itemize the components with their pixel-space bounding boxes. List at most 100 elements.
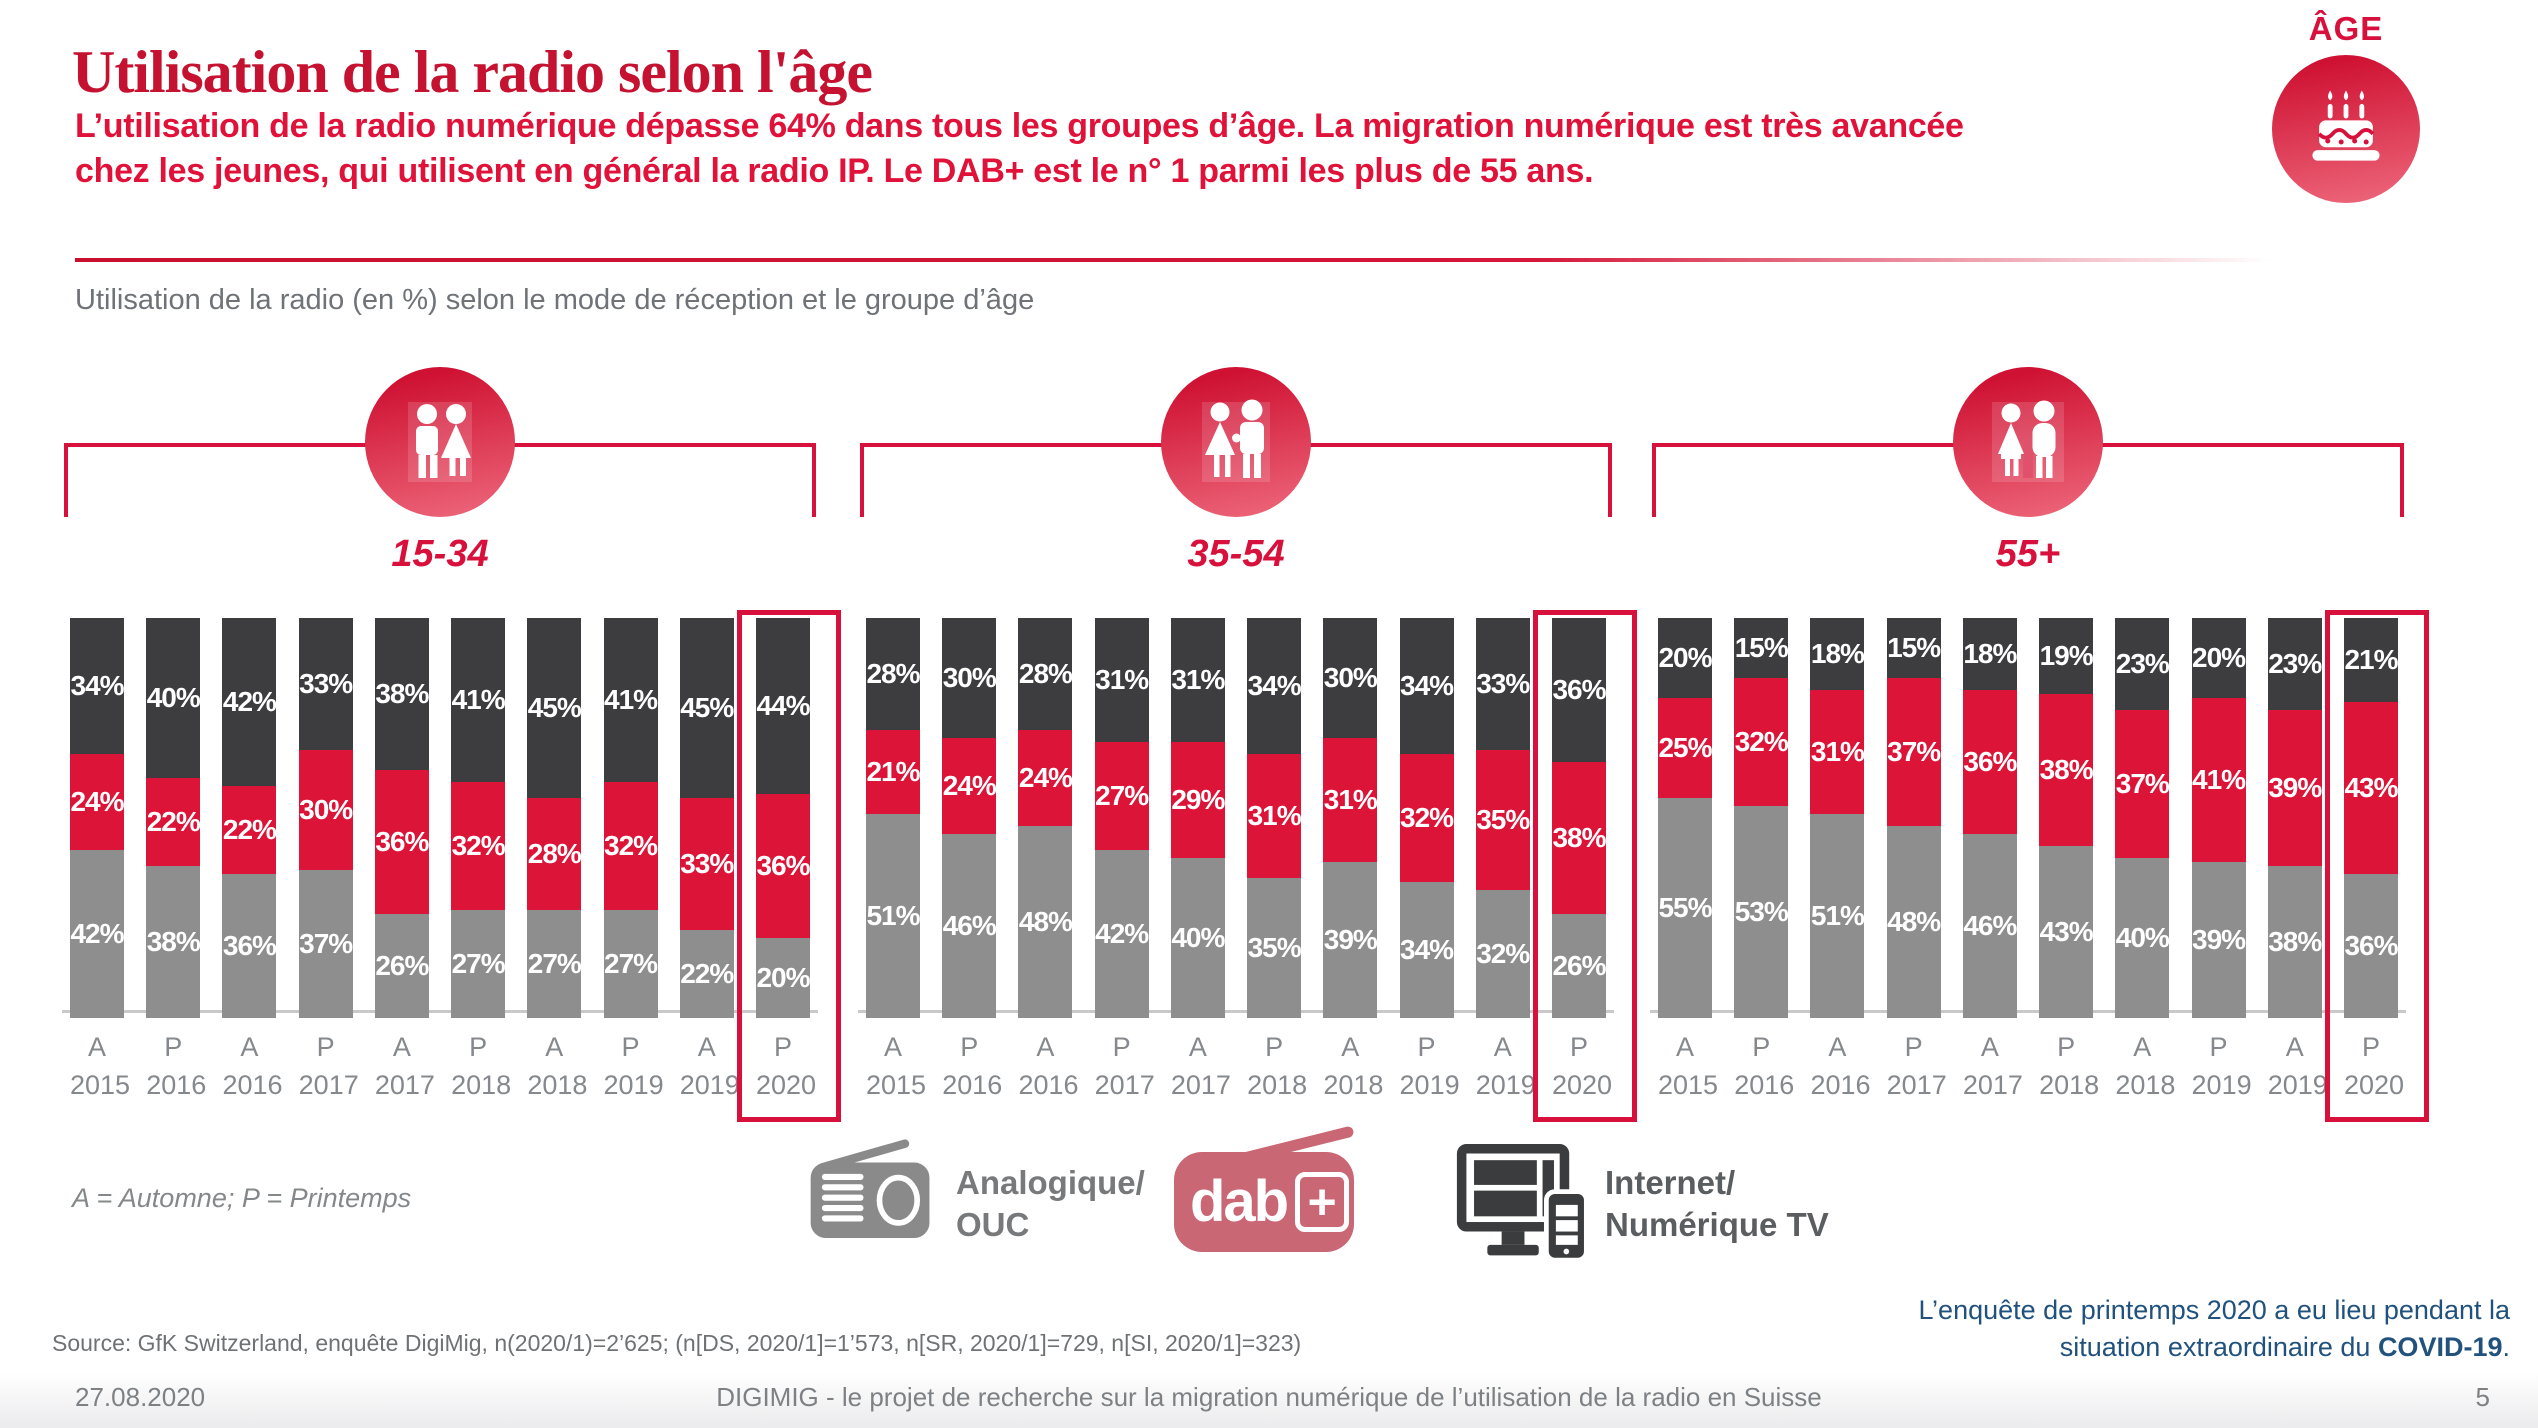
legend-analog-line1: Analogique/: [956, 1164, 1145, 1201]
x-tick-label: P 2019: [603, 1032, 664, 1100]
bar-A-2017: 31% 29% 40%: [1170, 618, 1225, 1018]
segment-internet: 28%: [1018, 618, 1073, 730]
x-axis-line: [62, 1010, 818, 1013]
segment-dab: 31%: [1810, 690, 1865, 814]
segment-value: 37%: [1887, 736, 1941, 767]
x-tick-label: A 2017: [1962, 1032, 2023, 1100]
segment-internet: 21%: [2343, 618, 2398, 702]
people-35-54-icon: [1202, 399, 1270, 482]
analog-radio-icon: [805, 1136, 937, 1245]
group-circle: [1161, 367, 1311, 517]
segment-analog: 53%: [1734, 806, 1789, 1018]
segment-internet: 41%: [603, 618, 658, 782]
segment-value: 31%: [1810, 736, 1865, 767]
segment-value: 24%: [1018, 762, 1073, 793]
segment-value: 40%: [2115, 922, 2170, 953]
segment-value: 44%: [756, 690, 810, 721]
segment-internet: 28%: [866, 618, 921, 730]
segment-value: 21%: [2344, 644, 2398, 675]
segment-value: 41%: [451, 684, 506, 715]
segment-value: 36%: [222, 930, 277, 961]
segment-value: 28%: [866, 658, 920, 689]
segment-value: 46%: [1963, 910, 2017, 941]
segment-dab: 28%: [527, 798, 582, 910]
segment-analog: 26%: [1551, 914, 1606, 1018]
segment-value: 27%: [451, 948, 506, 979]
segment-dab: 38%: [2039, 694, 2094, 846]
segment-value: 38%: [1552, 822, 1606, 853]
bar-P-2020: 36% 38% 26%: [1551, 618, 1606, 1018]
segment-dab: 22%: [222, 786, 277, 874]
segment-dab: 37%: [1886, 678, 1941, 826]
chart-group-55plus: 55+ 20% 25% 55% 15% 32% 53% 18% 31% 51% 15% 37% 48%…: [1650, 355, 2429, 1130]
age-badge-circle: [2272, 55, 2420, 203]
segment-analog: 48%: [1018, 826, 1073, 1018]
segment-value: 31%: [1323, 784, 1378, 815]
birthday-cake-icon: [2312, 90, 2380, 161]
segment-value: 32%: [1734, 726, 1789, 757]
segment-value: 28%: [1018, 658, 1073, 689]
x-tick-label: A 2017: [374, 1032, 435, 1100]
x-tick-label: A 2018: [527, 1032, 588, 1100]
segment-value: 34%: [1400, 670, 1454, 701]
segment-internet: 33%: [298, 618, 353, 750]
x-tick-label: P 2017: [1094, 1032, 1155, 1100]
segment-value: 32%: [604, 830, 658, 861]
segment-dab: 31%: [1247, 754, 1302, 878]
stacked-bars: 34% 24% 42% 40% 22% 38% 42% 22% 36% 33% 30% 37% 38% 3…: [70, 618, 810, 1018]
page-subtitle: L’utilisation de la radio numérique dépa…: [75, 104, 2405, 194]
segment-analog: 40%: [2115, 858, 2170, 1018]
x-tick-label: P 2020: [2343, 1032, 2405, 1100]
segment-analog: 51%: [1810, 814, 1865, 1018]
covid-note-bold: COVID-19: [2377, 1332, 2503, 1362]
segment-value: 42%: [222, 686, 277, 717]
segment-value: 24%: [942, 770, 997, 801]
segment-value: 27%: [1095, 780, 1149, 811]
segment-value: 36%: [1963, 746, 2017, 777]
covid-note-line1: L’enquête de printemps 2020 a eu lieu pe…: [1918, 1295, 2510, 1325]
segment-value: 21%: [866, 756, 920, 787]
segment-internet: 34%: [1247, 618, 1302, 754]
x-tick-label: A 2019: [679, 1032, 740, 1100]
x-tick-label: P 2018: [1247, 1032, 1308, 1100]
bar-A-2019: 45% 33% 22%: [679, 618, 734, 1018]
segment-value: 20%: [2192, 642, 2246, 673]
segment-dab: 24%: [942, 738, 997, 834]
segment-analog: 40%: [1170, 858, 1225, 1018]
segment-value: 37%: [2115, 768, 2170, 799]
segment-analog: 26%: [374, 914, 429, 1018]
segment-analog: 38%: [146, 866, 201, 1018]
segment-value: 22%: [680, 958, 734, 989]
covid-note: L’enquête de printemps 2020 a eu lieu pe…: [1810, 1292, 2510, 1366]
segment-dab: 36%: [755, 794, 810, 938]
bar-A-2016: 18% 31% 51%: [1810, 618, 1865, 1018]
segment-dab: 33%: [679, 798, 734, 930]
x-tick-label: P 2019: [2191, 1032, 2252, 1100]
group-label: 55+: [1995, 533, 2061, 575]
x-tick-label: A 2016: [1018, 1032, 1079, 1100]
legend-internet-line2: Numérique TV: [1605, 1206, 1829, 1243]
segment-internet: 15%: [1734, 618, 1789, 678]
bar-P-2016: 15% 32% 53%: [1734, 618, 1789, 1018]
segment-dab: 32%: [1734, 678, 1789, 806]
segment-dab: 25%: [1658, 698, 1713, 798]
bar-P-2018: 41% 32% 27%: [451, 618, 506, 1018]
segment-internet: 20%: [2191, 618, 2246, 698]
bar-A-2018: 23% 37% 40%: [2115, 618, 2170, 1018]
segment-analog: 35%: [1247, 878, 1302, 1018]
segment-value: 34%: [1400, 934, 1454, 965]
segment-value: 38%: [375, 678, 429, 709]
segment-value: 46%: [942, 910, 997, 941]
chart-group-15-34: 15-34 34% 24% 42% 40% 22% 38% 42% 22% 36% 33% 30% 3…: [62, 355, 841, 1130]
covid-note-line2-prefix: situation extraordinaire du: [2059, 1332, 2378, 1362]
segment-value: 39%: [2268, 772, 2322, 803]
stacked-bars: 28% 21% 51% 30% 24% 46% 28% 24% 48% 31% 27% 42% 31% 2…: [866, 618, 1606, 1018]
segment-value: 30%: [1323, 662, 1378, 693]
dab-body: dab +: [1174, 1152, 1354, 1252]
segment-value: 43%: [2039, 916, 2094, 947]
segment-value: 32%: [1400, 802, 1454, 833]
segment-value: 37%: [299, 928, 353, 959]
bar-A-2016: 28% 24% 48%: [1018, 618, 1073, 1018]
segment-value: 22%: [222, 814, 277, 845]
bar-A-2015: 34% 24% 42%: [70, 618, 125, 1018]
